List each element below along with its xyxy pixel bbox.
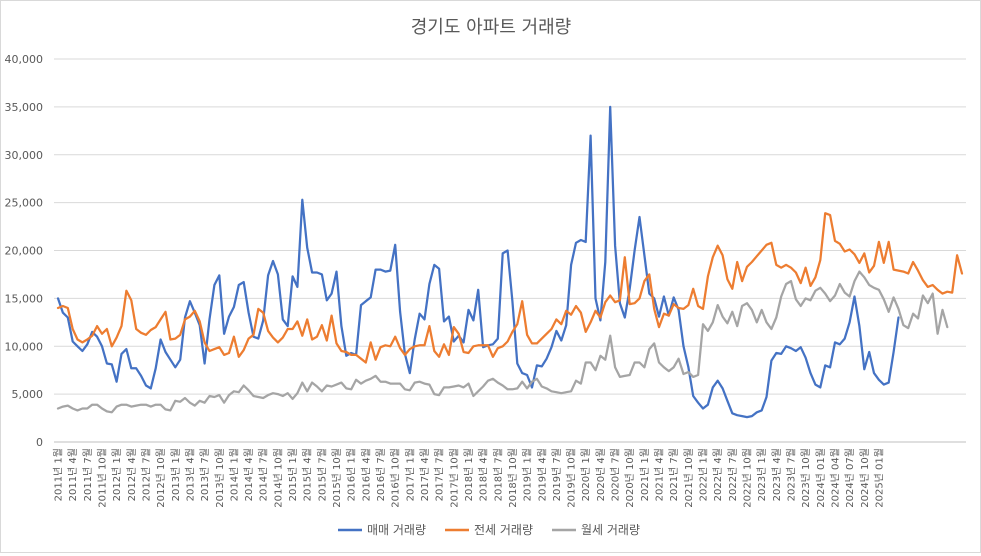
x-tick-label: 2014년 7월 (258, 448, 270, 501)
x-tick-label: 2012년 4월 (126, 448, 138, 501)
x-tick-label: 2015년 4월 (302, 448, 314, 501)
x-tick-label: 2022년 4월 (712, 448, 724, 501)
y-tick-label: 15,000 (5, 292, 44, 305)
x-tick-label: 2023년 4월 (771, 448, 783, 501)
series-lines (56, 105, 964, 419)
x-tick-label: 2023년 1월 (756, 448, 768, 501)
x-tick-label: 2017년 1월 (404, 448, 416, 501)
x-tick-label: 2023년 10월 (800, 448, 812, 508)
x-tick-label: 2018년 4월 (478, 448, 490, 501)
x-tick-label: 2015년 1월 (287, 448, 299, 501)
x-tick-label: 2017년 4월 (419, 448, 431, 501)
x-tick-label: 2024년 10월 (859, 448, 871, 508)
x-tick-label: 2020년 10월 (624, 448, 636, 508)
y-tick-label: 30,000 (5, 149, 44, 162)
x-tick-label: 2011년 4월 (67, 448, 79, 501)
x-tick-label: 2012년 10월 (155, 448, 167, 508)
x-tick-label: 2021년 7월 (668, 448, 680, 501)
x-tick-label: 2020년 7월 (610, 448, 622, 501)
x-tick-label: 2016년 7월 (375, 448, 387, 501)
y-tick-label: 40,000 (5, 53, 44, 66)
y-tick-label: 0 (36, 436, 43, 449)
x-tick-label: 2024년 07월 (844, 448, 856, 508)
x-tick-label: 2017년 7월 (434, 448, 446, 501)
x-tick-label: 2011년 7월 (82, 448, 94, 501)
x-tick-label: 2022년 1월 (698, 448, 710, 501)
y-tick-label: 5,000 (12, 388, 44, 401)
x-tick-label: 2019년 7월 (551, 448, 563, 501)
legend-label: 전세 거래량 (474, 523, 533, 537)
y-axis: 0 5,000 10,000 15,000 20,000 25,000 30,000 35,0… (5, 53, 44, 449)
x-tick-label: 2020년 4월 (595, 448, 607, 501)
x-tick-label: 2018년 7월 (492, 448, 504, 501)
x-tick-label: 2016년 10월 (390, 448, 402, 508)
x-tick-label: 2022년 7월 (727, 448, 739, 501)
x-tick-label: 2011년 10월 (96, 448, 108, 508)
x-tick-label: 2022년 10월 (741, 448, 753, 508)
x-tick-label: 2012년 7월 (140, 448, 152, 501)
y-tick-label: 25,000 (5, 197, 44, 210)
series-line-3 (56, 270, 949, 414)
y-tick-label: 35,000 (5, 101, 44, 114)
y-tick-label: 20,000 (5, 245, 44, 258)
legend-label: 매매 거래량 (367, 523, 426, 537)
x-axis: 2011년 1월 2011년 4월 2011년 7월 2011년 10월 2012년 1… (53, 448, 886, 508)
x-tick-label: 2014년 4월 (243, 448, 255, 501)
x-tick-label: 2011년 1월 (53, 448, 65, 501)
x-tick-label: 2018년 1월 (463, 448, 475, 501)
x-tick-label: 2012년 1월 (111, 448, 123, 501)
x-tick-label: 2019년 4월 (536, 448, 548, 501)
x-tick-label: 2020년 1월 (580, 448, 592, 501)
x-tick-label: 2017년 10월 (448, 448, 460, 508)
x-tick-label: 2014년 10월 (272, 448, 284, 508)
y-tick-label: 10,000 (5, 340, 44, 353)
x-tick-label: 2025년 01월 (873, 448, 885, 508)
x-tick-label: 2015년 7월 (316, 448, 328, 501)
x-tick-label: 2021년 1월 (639, 448, 651, 501)
x-tick-label: 2013년 4월 (184, 448, 196, 501)
x-tick-label: 2018년 10월 (507, 448, 519, 508)
x-tick-label: 2013년 10월 (214, 448, 226, 508)
x-tick-label: 2021년 4월 (654, 448, 666, 501)
gridlines (54, 58, 966, 443)
x-tick-label: 2024년 04월 (829, 448, 841, 508)
x-tick-label: 2013년 7월 (199, 448, 211, 501)
legend-label: 월세 거래량 (581, 523, 640, 537)
x-tick-label: 2016년 1월 (346, 448, 358, 501)
x-tick-label: 2024년 01월 (815, 448, 827, 508)
x-tick-label: 2019년 10월 (566, 448, 578, 508)
x-tick-label: 2015년 10월 (331, 448, 343, 508)
series-line-2 (56, 212, 964, 364)
chart-title: 경기도 아파트 거래량 (411, 17, 571, 38)
x-tick-label: 2019년 1월 (522, 448, 534, 501)
x-tick-label: 2016년 4월 (360, 448, 372, 501)
x-tick-label: 2023년 7월 (785, 448, 797, 501)
series-line-1 (56, 105, 900, 419)
x-tick-label: 2021년 10월 (683, 448, 695, 508)
x-tick-label: 2014년 1월 (228, 448, 240, 501)
legend: 매매 거래량 전세 거래량 월세 거래량 (338, 523, 640, 537)
x-tick-label: 2013년 1월 (170, 448, 182, 501)
